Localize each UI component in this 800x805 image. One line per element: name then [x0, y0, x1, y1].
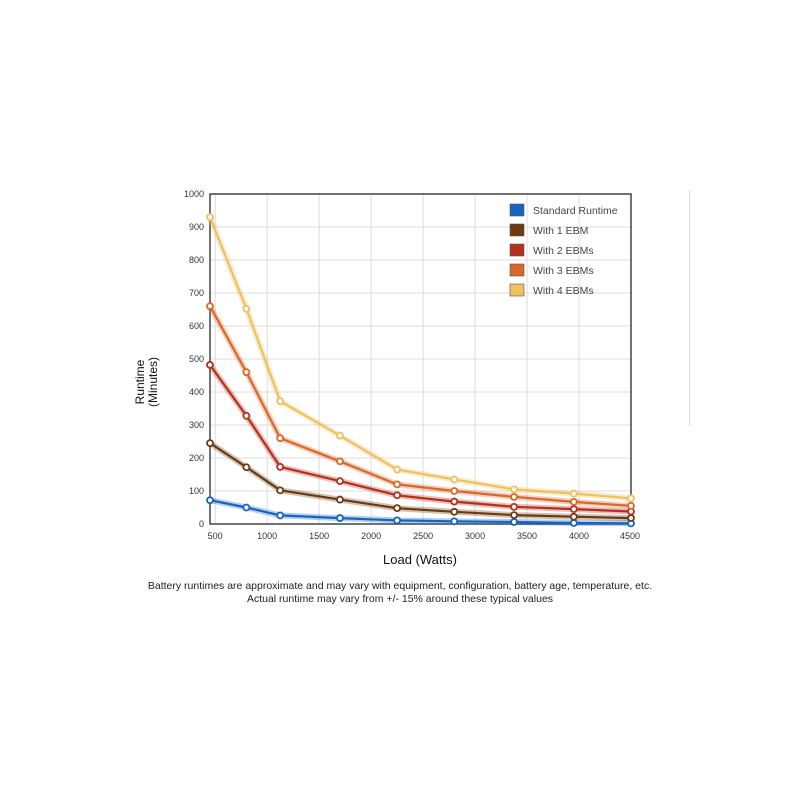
footnote-line-1: Battery runtimes are approximate and may… [147, 580, 653, 592]
data-point [242, 411, 251, 420]
y-tick-label: 600 [189, 321, 204, 331]
data-point [206, 439, 214, 448]
data-point [510, 493, 518, 501]
legend-label: Standard Runtime [533, 205, 618, 217]
data-point [276, 511, 285, 520]
data-point [450, 497, 459, 506]
data-point [336, 431, 344, 440]
legend-swatch [509, 203, 525, 217]
data-point [510, 518, 518, 526]
x-tick-label: 1000 [257, 531, 277, 541]
data-point [569, 489, 578, 498]
x-tick-label: 4500 [620, 531, 640, 541]
divider-line [689, 190, 690, 426]
data-point [450, 517, 459, 526]
data-point [510, 502, 518, 511]
y-tick-label: 300 [189, 420, 204, 430]
data-point [206, 361, 214, 369]
x-tick-label: 2000 [361, 531, 381, 541]
data-point [627, 494, 635, 503]
data-point [450, 475, 459, 484]
data-point [510, 485, 518, 494]
data-point [510, 511, 518, 519]
x-tick-label: 3500 [517, 531, 537, 541]
footnote-line-2: Actual runtime may vary from +/- 15% aro… [246, 593, 554, 605]
data-point [206, 302, 214, 311]
y-axis-label-line: Runtime [133, 359, 147, 404]
y-tick-label: 1000 [184, 189, 204, 199]
data-point [206, 213, 214, 222]
y-tick-label: 800 [189, 255, 204, 265]
legend-swatch [509, 283, 525, 297]
y-tick-label: 400 [189, 387, 204, 397]
x-tick-label: 3000 [465, 531, 485, 541]
legend-label: With 3 EBMs [533, 265, 594, 277]
y-axis-label-line: (Minutes) [146, 357, 160, 407]
y-axis-label: Runtime(Minutes) [133, 357, 160, 407]
legend-swatch [509, 243, 525, 257]
data-point [450, 507, 459, 516]
data-point [242, 368, 251, 377]
plot-border [209, 193, 632, 525]
legend-label: With 4 EBMs [533, 285, 594, 297]
data-point [276, 463, 285, 471]
data-point [569, 497, 578, 506]
data-point [393, 480, 402, 489]
data-point [336, 495, 344, 504]
data-point [242, 463, 251, 472]
data-point [627, 501, 635, 510]
data-point [242, 503, 251, 512]
x-tick-label: 500 [208, 531, 223, 541]
data-point [569, 505, 578, 514]
legend-swatch [509, 223, 525, 237]
legend-label: With 2 EBMs [533, 245, 594, 257]
data-point [276, 486, 285, 495]
data-point [206, 496, 214, 505]
data-point [393, 504, 402, 513]
x-axis-label: Load (Watts) [383, 552, 457, 567]
data-point [393, 465, 402, 474]
legend-swatch [509, 263, 525, 277]
x-tick-label: 1500 [309, 531, 329, 541]
y-tick-label: 900 [189, 222, 204, 232]
legend-label: With 1 EBM [533, 225, 588, 237]
data-point [242, 304, 251, 313]
x-tick-label: 4000 [569, 531, 589, 541]
data-point [627, 514, 635, 522]
y-tick-label: 500 [189, 354, 204, 364]
data-point [393, 491, 402, 500]
data-point [276, 434, 285, 443]
data-point [393, 516, 402, 525]
data-point [276, 397, 285, 406]
y-tick-label: 200 [189, 453, 204, 463]
y-tick-label: 0 [199, 519, 204, 529]
data-point [450, 487, 459, 495]
data-point [336, 477, 344, 486]
y-tick-label: 100 [189, 486, 204, 496]
data-point [569, 519, 578, 527]
data-point [336, 514, 344, 522]
x-tick-label: 2500 [413, 531, 433, 541]
y-tick-label: 700 [189, 288, 204, 298]
data-point [569, 512, 578, 521]
data-point [336, 457, 344, 466]
